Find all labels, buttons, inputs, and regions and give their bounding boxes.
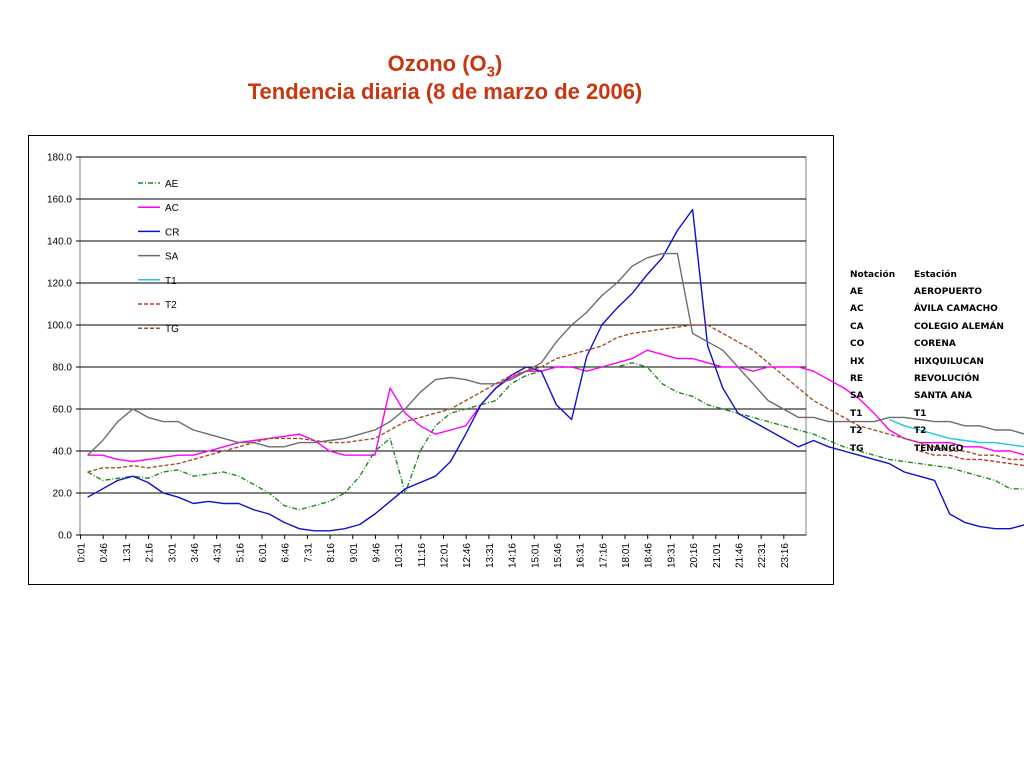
legend-label-t2: T2 (165, 300, 177, 311)
x-tick-label: 9:01 (349, 543, 360, 563)
cell-station: AEROPUERTO (914, 287, 983, 298)
y-tick-label: 140.0 (47, 237, 72, 248)
cell-code: SA (850, 391, 864, 402)
x-tick-label: 10:31 (394, 543, 405, 568)
table-row: AC ÁVILA CAMACHO (850, 301, 1004, 318)
table-row: T2 T2 (850, 423, 1004, 440)
table-row: AE AEROPUERTO (850, 283, 1004, 300)
legend-label-ae: AE (165, 179, 179, 190)
x-tick-label: 20:16 (689, 543, 700, 568)
x-tick-label: 18:01 (621, 543, 632, 568)
y-tick-label: 60.0 (53, 405, 73, 416)
legend-label-tg: TG (165, 324, 179, 335)
cell-station: ÁVILA CAMACHO (914, 304, 998, 315)
legend-label-t1: T1 (165, 276, 177, 287)
table-row: HX HIXQUILUCAN (850, 353, 1004, 370)
cell-code: CA (850, 321, 864, 332)
x-tick-label: 15:46 (553, 543, 564, 568)
x-tick-label: 23:16 (780, 543, 791, 568)
table-row: TG TENANGO (850, 440, 1004, 457)
legend-label-cr: CR (165, 227, 179, 238)
station-table: Notación Estación AE AEROPUERTO AC ÁVILA C… (850, 266, 1004, 457)
x-tick-label: 3:01 (167, 543, 178, 563)
table-row: RE REVOLUCIÓN (850, 370, 1004, 387)
x-tick-label: 12:01 (440, 543, 451, 568)
x-tick-label: 22:31 (757, 543, 768, 568)
x-tick-label: 12:46 (462, 543, 473, 568)
cell-station: T2 (914, 426, 927, 437)
cell-code: AE (850, 287, 864, 298)
x-tick-label: 14:16 (508, 543, 519, 568)
cell-station: T1 (914, 408, 927, 419)
y-tick-label: 100.0 (47, 321, 72, 332)
cell-station: CORENA (914, 339, 956, 350)
cell-station: COLEGIO ALEMÁN (914, 321, 1004, 332)
x-tick-label: 6:46 (281, 543, 292, 563)
y-tick-label: 80.0 (53, 363, 73, 374)
table-row: CA COLEGIO ALEMÁN (850, 318, 1004, 335)
chart-title-line2: Tendencia diaria (8 de marzo de 2006) (247, 79, 643, 104)
x-tick-label: 7:31 (303, 543, 314, 563)
x-tick-label: 21:01 (712, 543, 723, 568)
y-tick-label: 120.0 (47, 279, 72, 290)
x-tick-label: 2:16 (145, 543, 156, 563)
x-tick-label: 19:31 (666, 543, 677, 568)
x-tick-label: 8:16 (326, 543, 337, 563)
x-tick-label: 9:46 (371, 543, 382, 563)
y-tick-label: 160.0 (47, 195, 72, 206)
x-tick-label: 11:16 (417, 543, 428, 568)
x-tick-label: 5:16 (235, 543, 246, 563)
series-line-t1 (888, 418, 1024, 448)
x-tick-label: 6:01 (258, 543, 269, 563)
table-row: CO CORENA (850, 336, 1004, 353)
y-tick-label: 180.0 (47, 153, 72, 164)
chart-title-line1: Ozono (O3) (387, 51, 503, 81)
series-line-cr (87, 208, 1024, 532)
x-tick-label: 13:31 (485, 543, 496, 568)
cell-code: CO (850, 339, 865, 350)
series-line-ac (87, 349, 1024, 463)
x-tick-label: 0:46 (99, 543, 110, 563)
chart-title: Ozono (O3) Tendencia diaria (8 de marzo … (150, 50, 740, 106)
cell-code: T1 (850, 408, 863, 419)
x-tick-label: 4:31 (213, 543, 224, 563)
series-line-sa (87, 252, 1024, 456)
plot-area (79, 156, 807, 536)
x-tick-label: 1:31 (122, 543, 133, 563)
cell-station: SANTA ANA (914, 391, 972, 402)
table-row: T1 T1 (850, 405, 1004, 422)
x-tick-label: 16:31 (576, 543, 587, 568)
series-line-t2 (919, 450, 1024, 467)
cell-code: AC (850, 304, 864, 315)
x-tick-label: 3:46 (190, 543, 201, 563)
cell-code: TG (850, 443, 864, 454)
cell-station: TENANGO (914, 443, 964, 454)
station-table-header: Notación Estación (850, 266, 1004, 283)
table-row: SA SANTA ANA (850, 388, 1004, 405)
y-tick-label: 0.0 (58, 531, 72, 542)
cell-station: HIXQUILUCAN (914, 356, 984, 367)
series-line-tg (87, 324, 1024, 473)
x-tick-label: 17:16 (598, 543, 609, 568)
x-tick-label: 21:46 (734, 543, 745, 568)
legend-label-ac: AC (165, 203, 179, 214)
x-tick-label: 0:01 (77, 543, 88, 563)
y-tick-label: 40.0 (53, 447, 73, 458)
cell-station: REVOLUCIÓN (914, 374, 980, 385)
x-tick-label: 18:46 (644, 543, 655, 568)
header-notation: Notación (850, 269, 896, 280)
cell-code: T2 (850, 426, 863, 437)
x-tick-label: 15:01 (530, 543, 541, 568)
y-tick-label: 20.0 (53, 489, 73, 500)
legend-label-sa: SA (165, 252, 179, 263)
cell-code: HX (850, 356, 865, 367)
cell-code: RE (850, 374, 864, 385)
header-station: Estación (914, 269, 957, 280)
